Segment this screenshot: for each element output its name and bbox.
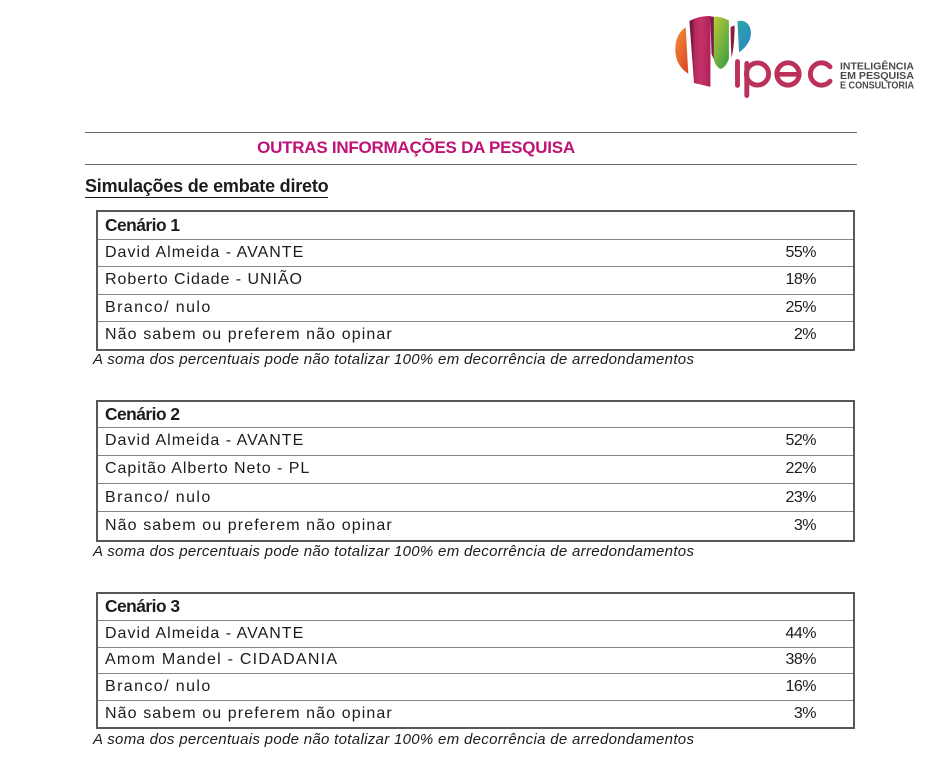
- svg-text:INTELIGÊNCIA: INTELIGÊNCIA: [840, 61, 914, 73]
- svg-text:E CONSULTORIA: E CONSULTORIA: [840, 81, 914, 92]
- svg-text:EM PESQUISA: EM PESQUISA: [840, 71, 914, 82]
